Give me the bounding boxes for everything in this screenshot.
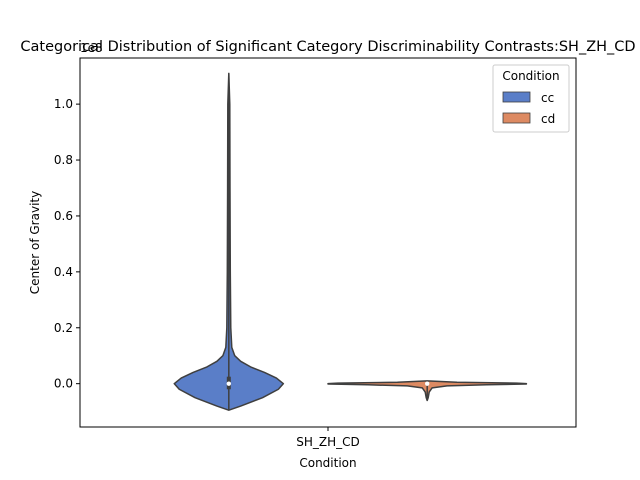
legend-swatch-cd xyxy=(502,112,531,124)
y-tick-label: 0.0 xyxy=(54,377,73,391)
x-tick-label: SH_ZH_CD xyxy=(296,435,360,449)
legend-label-cd: cd xyxy=(541,112,555,126)
y-axis: 0.0 0.2 0.4 0.6 0.8 1.0 xyxy=(54,97,80,391)
chart-title: Categorical Distribution of Significant … xyxy=(20,39,635,55)
x-axis-label: Condition xyxy=(299,456,356,470)
violin-median-cd xyxy=(425,381,430,386)
y-offset-label: 1e8 xyxy=(80,41,103,55)
violin-median-cc xyxy=(226,381,231,386)
y-tick-label: 0.6 xyxy=(54,209,73,223)
legend-label-cc: cc xyxy=(541,91,554,105)
y-tick-label: 0.8 xyxy=(54,153,73,167)
legend-swatch-cc xyxy=(502,91,531,103)
legend-title: Condition xyxy=(502,69,559,83)
y-axis-label: Center of Gravity xyxy=(28,191,42,294)
y-tick-label: 1.0 xyxy=(54,97,73,111)
x-axis: SH_ZH_CD xyxy=(296,427,360,449)
plot-area xyxy=(173,72,528,411)
legend: Condition cc cd xyxy=(492,64,570,133)
y-tick-label: 0.4 xyxy=(54,265,73,279)
y-tick-label: 0.2 xyxy=(54,321,73,335)
